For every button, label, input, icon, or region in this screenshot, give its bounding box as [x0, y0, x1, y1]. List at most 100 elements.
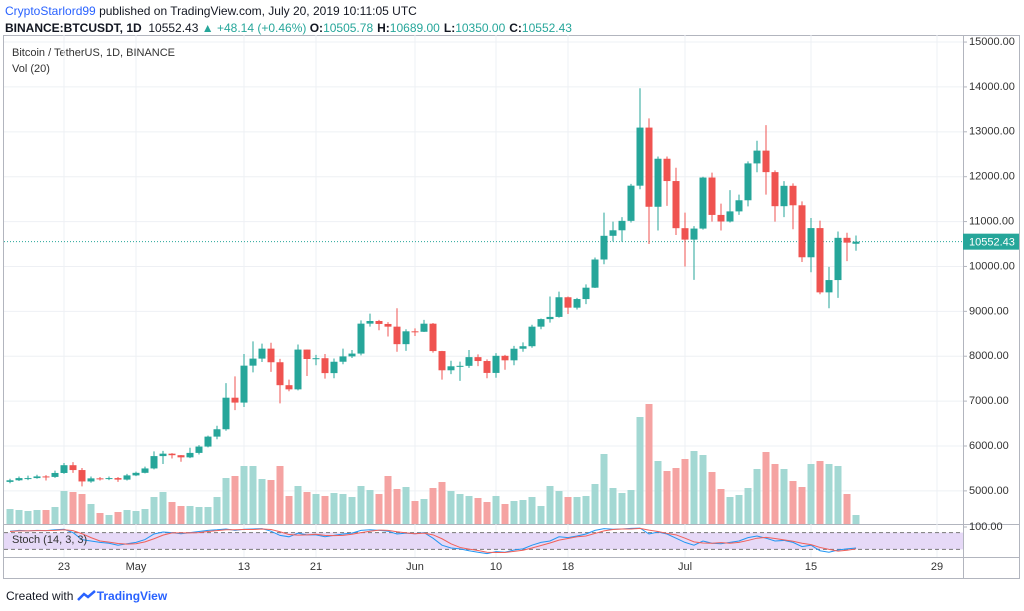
volume-bar	[231, 476, 239, 524]
stoch-tick-label: 100.00	[969, 521, 1003, 533]
ohlc-value: 10552.43	[521, 21, 572, 35]
candle-body	[546, 316, 554, 320]
candle-body	[375, 320, 383, 324]
volume-bar	[69, 492, 77, 524]
quote-line: BINANCE:BTCUSDT, 1D 10552.43 ▲ +48.14 (+…	[5, 20, 576, 37]
candle-body	[798, 205, 806, 258]
x-tick-label: 13	[238, 561, 250, 573]
volume-bar	[141, 509, 149, 524]
last-price-label: 10552.43	[969, 237, 1015, 249]
volume-bar	[753, 469, 761, 524]
volume-bar	[240, 466, 248, 524]
candle-body	[636, 127, 644, 186]
volume-bar	[195, 507, 203, 524]
volume-bar	[60, 491, 68, 524]
candle-body	[168, 453, 176, 456]
volume-bar	[123, 510, 131, 524]
volume-bar	[762, 452, 770, 524]
volume-bar	[843, 494, 851, 524]
volume-bar	[618, 493, 626, 524]
volume-bar	[555, 491, 563, 524]
x-tick-label: 10	[490, 561, 502, 573]
candle-body	[204, 436, 212, 447]
volume-bar	[447, 491, 455, 524]
volume-bar	[690, 451, 698, 524]
candle-body	[843, 237, 851, 243]
volume-bar	[159, 492, 167, 524]
last-price-box	[963, 233, 1019, 250]
volume-bar	[105, 515, 113, 524]
y-tick-label: 6000.00	[969, 440, 1009, 452]
candle-body	[51, 472, 59, 477]
ohlc-value: 10689.00	[389, 21, 440, 35]
published: published on TradingView.com, July 20, 2…	[99, 4, 417, 18]
candle-body	[87, 478, 95, 482]
candle-body	[105, 478, 113, 480]
volume-bar	[150, 497, 158, 524]
candle-body	[528, 326, 536, 347]
volume-bar	[537, 506, 545, 524]
x-tick-label: Jun	[406, 561, 424, 573]
candle-body	[591, 259, 599, 288]
volume-bar	[492, 496, 500, 524]
y-tick-label: 12000.00	[969, 171, 1015, 183]
candle-body	[141, 468, 149, 473]
candle-body	[177, 455, 185, 458]
change: ▲ +48.14 (+0.46%)	[201, 21, 307, 35]
x-tick-label: 15	[805, 561, 817, 573]
volume-bar	[276, 466, 284, 524]
y-tick-label: 8000.00	[969, 350, 1009, 362]
candle-body	[240, 365, 248, 403]
volume-bar	[204, 507, 212, 524]
candle-body	[654, 158, 662, 207]
candle-body	[564, 297, 572, 308]
volume-bar	[429, 488, 437, 524]
candle-body	[681, 228, 689, 240]
candle-body	[708, 177, 716, 215]
candle-body	[366, 320, 374, 324]
volume-bar	[708, 472, 716, 524]
candle-body	[771, 172, 779, 207]
volume-bar	[87, 504, 95, 524]
candle-body	[726, 211, 734, 222]
volume-bar	[366, 490, 374, 524]
volume-bar	[177, 506, 185, 524]
candle-body	[672, 181, 680, 229]
stoch-d-line	[9, 527, 857, 553]
volume-bar	[816, 461, 824, 524]
x-tick-label: 21	[310, 561, 322, 573]
volume-bar	[465, 496, 473, 524]
candle-body	[465, 357, 473, 366]
volume-bar	[303, 492, 311, 524]
candle-body	[258, 348, 266, 359]
volume-bar	[681, 459, 689, 524]
volume-bar	[168, 502, 176, 524]
candle-body	[60, 465, 68, 473]
candle-body	[627, 185, 635, 221]
volume-bar	[852, 515, 860, 524]
candle-body	[249, 358, 257, 366]
volume-bar	[294, 486, 302, 524]
x-tick-label: May	[126, 561, 147, 573]
candle-body	[69, 465, 77, 471]
y-tick-label: 10000.00	[969, 260, 1015, 272]
candle-body	[447, 366, 455, 371]
volume-bar	[438, 482, 446, 524]
candle-body	[699, 177, 707, 229]
logo	[76, 590, 96, 601]
candle-body	[780, 185, 788, 207]
ohlc-key: C:	[509, 21, 522, 35]
volume-bar	[717, 489, 725, 524]
volume-bar	[510, 501, 518, 524]
candle-body	[573, 299, 581, 308]
candle-body	[609, 230, 617, 236]
y-tick-label: 14000.00	[969, 81, 1015, 93]
x-tick-label: 18	[562, 561, 574, 573]
ohlc-value: 10505.78	[323, 21, 374, 35]
candle-body	[690, 228, 698, 240]
volume-bar	[42, 510, 50, 524]
candle-body	[312, 358, 320, 360]
brand: TradingView	[96, 589, 168, 603]
